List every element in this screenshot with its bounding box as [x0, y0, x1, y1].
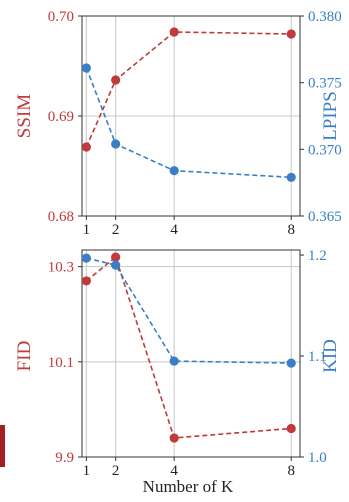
y-left-tick-label: 10.3 [48, 260, 74, 276]
right-series-point [111, 260, 121, 270]
right-series-point [169, 166, 179, 176]
x-tick-label: 8 [287, 463, 295, 479]
y-left-tick-label: 0.69 [48, 109, 74, 125]
right-series-line [85, 67, 292, 179]
y-right-tick-label: 1.1 [308, 349, 327, 365]
left-series-point [169, 433, 179, 443]
left-series-point [286, 29, 296, 39]
x-tick-label: 4 [170, 463, 178, 479]
panel-ssim-lpips: 1 2 4 8 0.68 0.69 0.70 0.365 0.370 0.375 0.380 SSIM… [14, 9, 342, 238]
left-series-point [111, 252, 121, 262]
right-series-point [81, 253, 91, 263]
y-left-tick-label: 9.9 [55, 450, 74, 466]
y-right-tick-label: 1.0 [308, 450, 327, 466]
y-right-tick-label: 0.365 [308, 209, 342, 225]
y-right-tick-label: 0.380 [308, 9, 342, 25]
y-right-axis-label: LPIPS [320, 91, 341, 141]
y-right-tick-label: 0.370 [308, 142, 342, 158]
left-series-line [85, 31, 292, 148]
x-tick-label: 2 [112, 222, 120, 238]
y-left-axis-label: FID [14, 341, 35, 372]
y-left-tick-label: 10.1 [48, 355, 74, 371]
x-tick-label: 4 [170, 222, 178, 238]
cropped-red-mark [0, 425, 5, 467]
x-tick-label: 1 [83, 222, 91, 238]
left-series-point [111, 75, 121, 85]
x-tick-label: 1 [83, 463, 91, 479]
panel-fid-kid: 1 2 4 8 9.9 10.1 10.3 1.0 1.1 1.2 FID KID [14, 248, 341, 479]
left-series-point [81, 276, 91, 286]
right-series-point [286, 358, 296, 368]
x-tick-label: 8 [287, 222, 295, 238]
y-right-axis-label: KID [320, 339, 341, 373]
left-series-line [85, 255, 292, 439]
left-series-point [286, 423, 296, 434]
right-series-point [81, 63, 91, 73]
left-series-point [81, 142, 91, 152]
right-series-point [169, 356, 179, 366]
right-series-point [286, 172, 296, 182]
plot-frame [81, 249, 301, 458]
y-left-tick-label: 0.68 [48, 209, 74, 225]
right-series-line [86, 257, 292, 364]
y-right-tick-label: 1.2 [308, 248, 327, 264]
y-left-tick-label: 0.70 [48, 9, 74, 25]
y-left-axis-label: SSIM [14, 94, 35, 138]
plot-frame [81, 15, 301, 217]
left-series-point [169, 27, 179, 37]
right-series-point [111, 139, 121, 149]
x-axis-label: Number of K [143, 477, 234, 496]
x-tick-label: 2 [112, 463, 120, 479]
y-right-tick-label: 0.375 [308, 76, 342, 92]
